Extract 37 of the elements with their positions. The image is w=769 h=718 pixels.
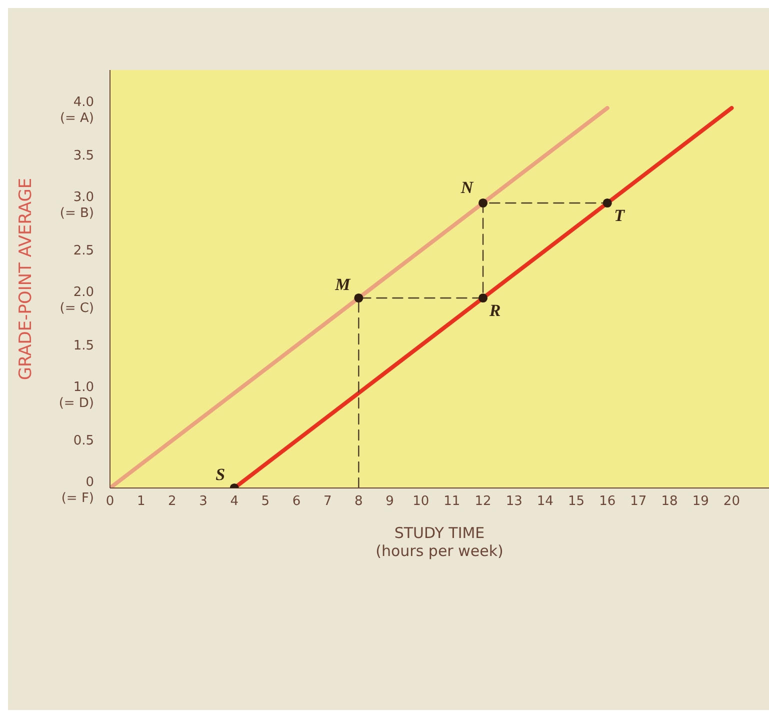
x-tick-label: 20 xyxy=(723,494,740,510)
x-tick-label: 18 xyxy=(661,494,678,510)
x-tick-label: 5 xyxy=(261,494,270,510)
annotation: M xyxy=(334,275,352,294)
annotation: N xyxy=(460,178,474,197)
y-tick-label: 2.0 (= C) xyxy=(60,285,94,316)
x-tick-label: 3 xyxy=(199,494,208,510)
x-tick-label: 9 xyxy=(386,494,394,510)
x-tick-label: 17 xyxy=(630,494,647,510)
x-tick-label: 6 xyxy=(292,494,301,510)
y-tick-label: 0.5 xyxy=(73,434,94,448)
y-tick-label: 3.0 (= B) xyxy=(60,190,94,221)
y-tick-label: 0 (= F) xyxy=(61,475,94,506)
x-tick-label: 2 xyxy=(168,494,176,510)
y-tick-label: 4.0 (= A) xyxy=(60,95,94,126)
x-tick-label: 19 xyxy=(692,494,709,510)
y-tick-label: 1.0 (= D) xyxy=(58,380,94,411)
x-tick-label: 7 xyxy=(323,494,332,510)
y-tick-label: 1.5 xyxy=(73,338,94,354)
y-tick-label: 3.5 xyxy=(73,148,94,164)
x-tick-label: 11 xyxy=(444,494,460,510)
x-tick-label: 16 xyxy=(599,494,616,510)
x-tick-label: 0 xyxy=(106,494,114,510)
annotation: R xyxy=(488,301,501,320)
x-axis-title: STUDY TIME (hours per week) xyxy=(376,524,504,560)
x-tick-label: 12 xyxy=(474,494,492,510)
x-tick-label: 8 xyxy=(354,494,363,510)
x-tick-label: 10 xyxy=(412,494,430,510)
y-tick-label: 2.5 xyxy=(73,244,94,258)
x-tick-label: 4 xyxy=(230,494,238,510)
x-tick-label: 14 xyxy=(536,494,554,510)
x-tick-label: 15 xyxy=(568,494,585,510)
x-tick-label: 13 xyxy=(506,494,522,510)
y-axis-title: GRADE-POINT AVERAGE xyxy=(16,178,36,380)
annotation: S xyxy=(216,465,226,484)
x-tick-label: 1 xyxy=(136,494,146,510)
annotation: T xyxy=(614,206,626,225)
